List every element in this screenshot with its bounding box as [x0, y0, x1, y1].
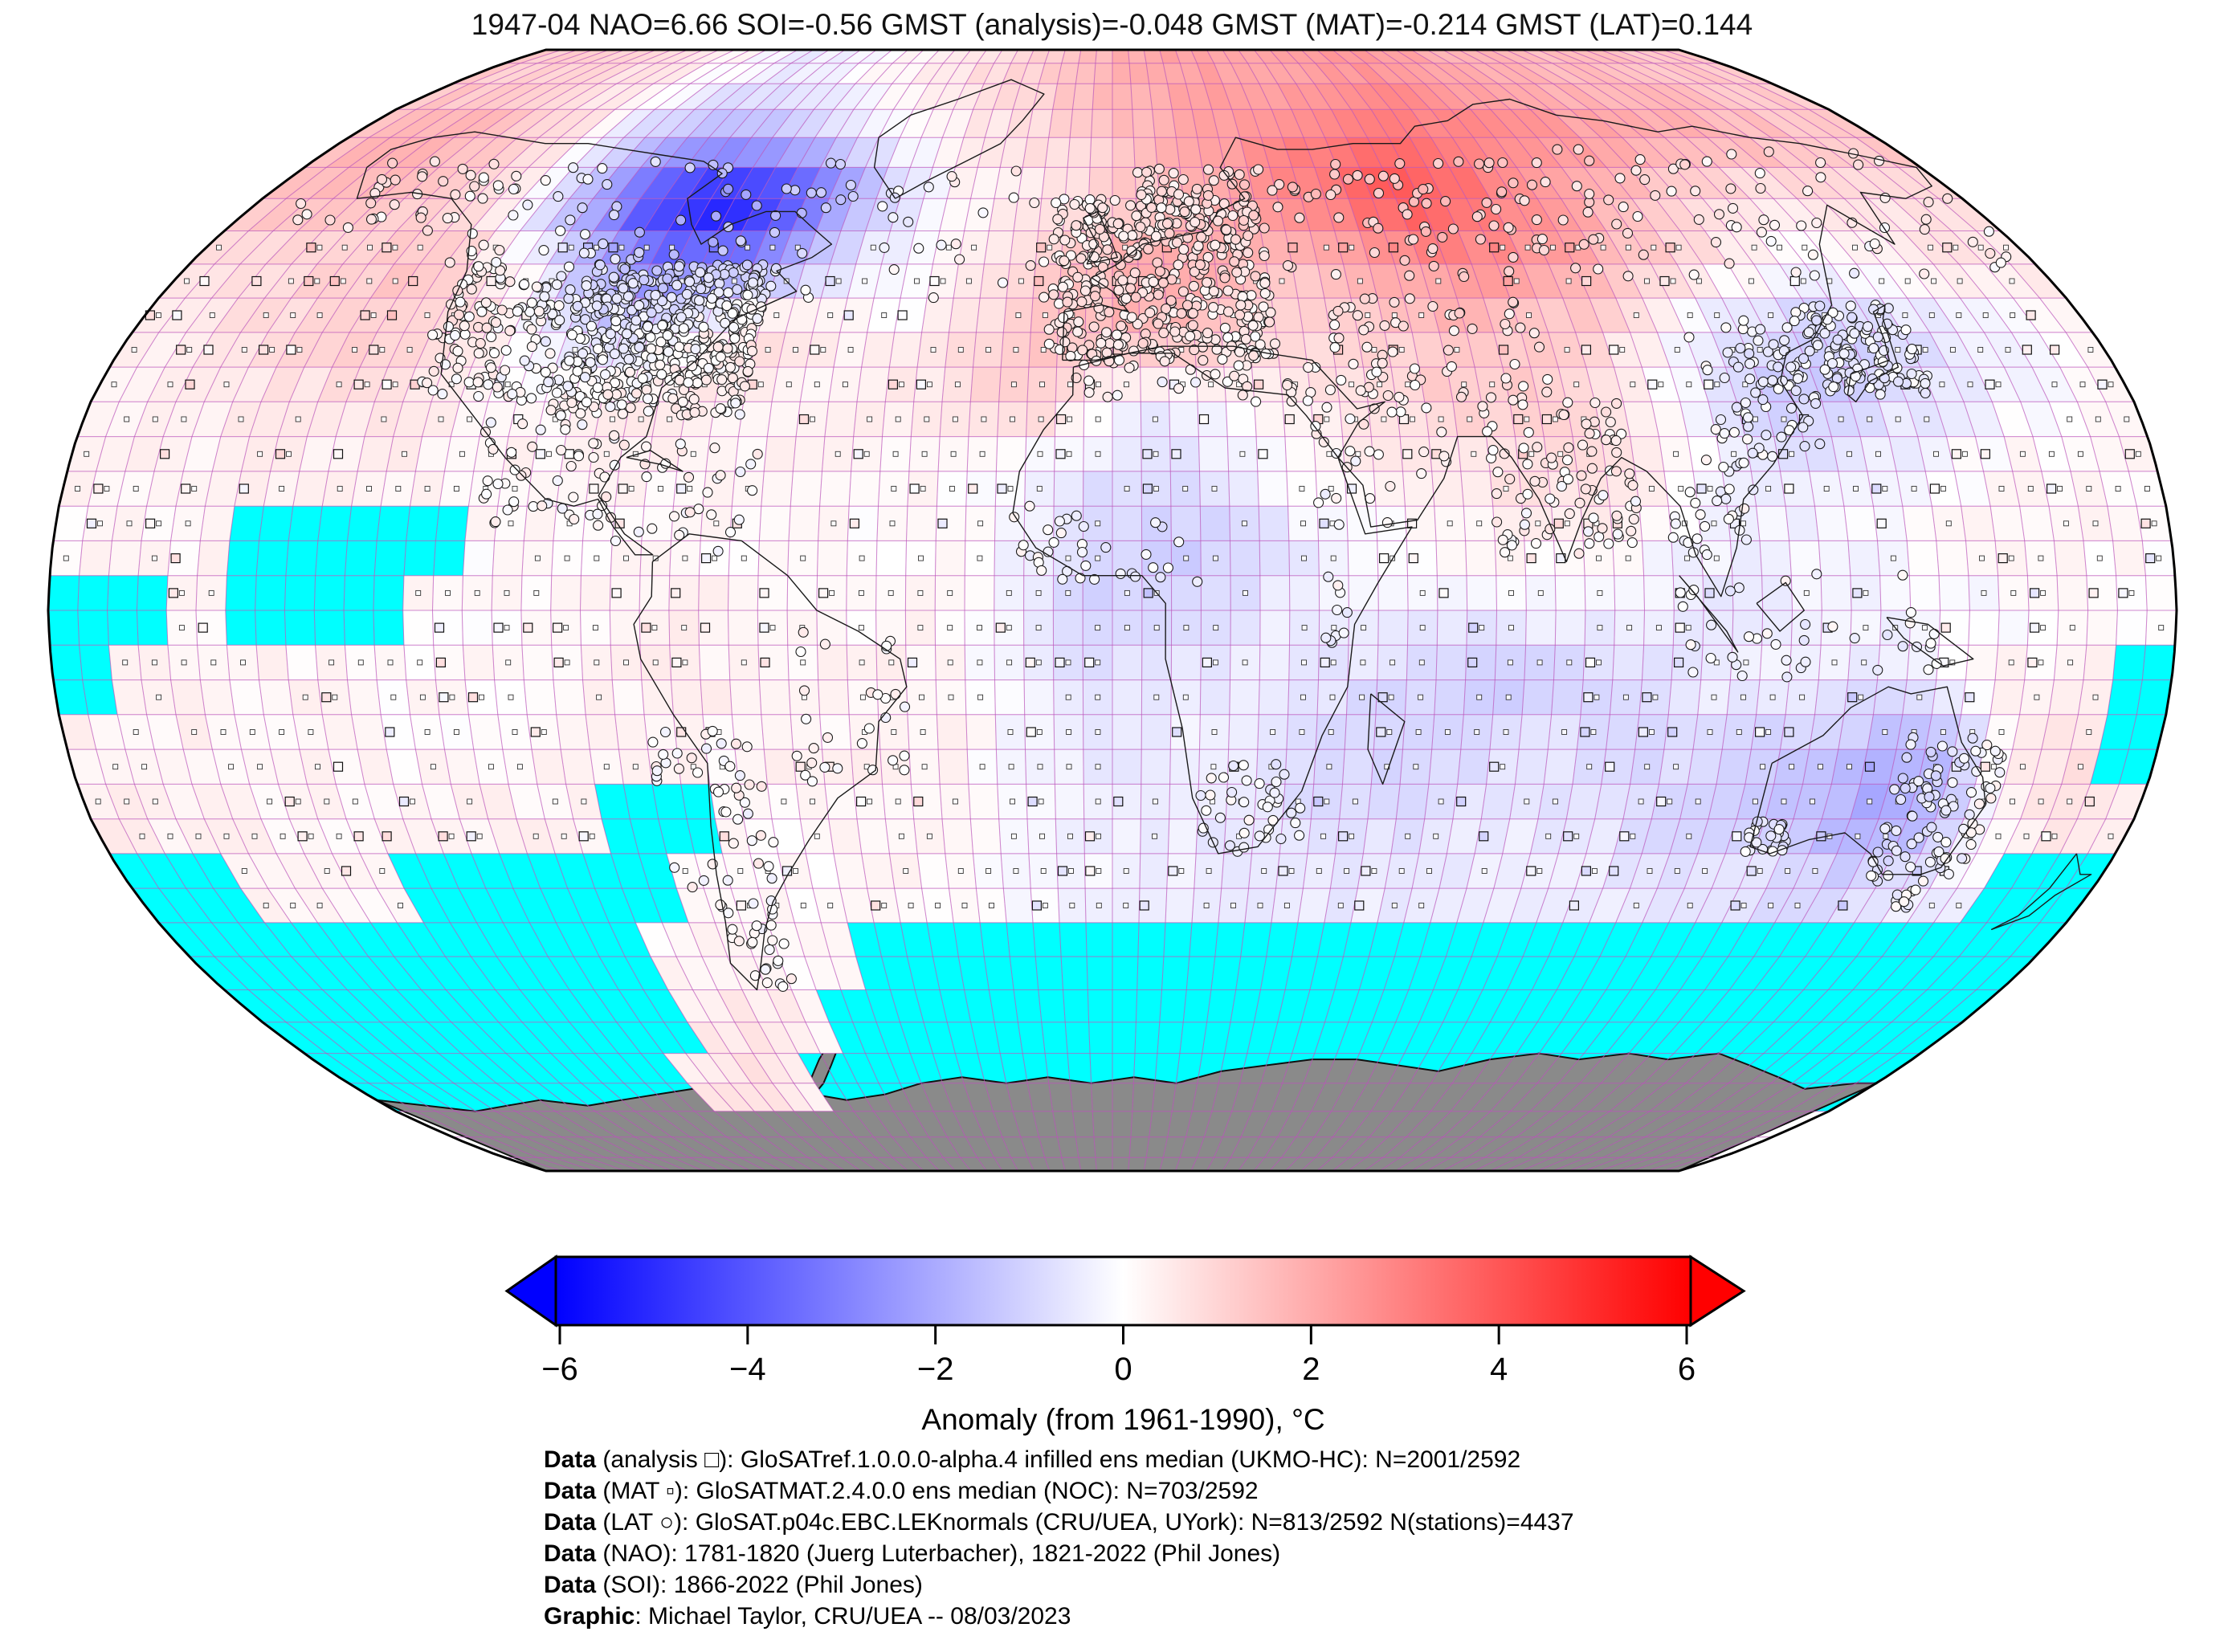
- colorbar-left-arrow: [504, 1254, 557, 1328]
- attribution-prefix: Graphic: [544, 1603, 635, 1630]
- colorbar-tick-label: −2: [917, 1352, 954, 1387]
- attribution-prefix: Data: [544, 1446, 597, 1473]
- colorbar-tick-label: 0: [1114, 1352, 1132, 1387]
- attribution-text: (LAT ○): GloSAT.p04c.EBC.LEKnormals (CRU…: [596, 1509, 1574, 1536]
- attribution-prefix: Data: [544, 1572, 597, 1598]
- attribution-prefix: Data: [544, 1478, 597, 1504]
- colorbar-right-arrow: [1689, 1254, 1746, 1328]
- colorbar-tick-label: −4: [729, 1352, 766, 1387]
- attribution-line: Data (NAO): 1781-1820 (Juerg Luterbacher…: [544, 1538, 1574, 1569]
- attribution-prefix: Data: [544, 1509, 597, 1536]
- attribution-text: (analysis □): GloSATref.1.0.0.0-alpha.4 …: [596, 1446, 1521, 1473]
- colorbar-axis-label: Anomaly (from 1961-1990), °C: [921, 1403, 1324, 1436]
- attribution-text: : Michael Taylor, CRU/UEA -- 08/03/2023: [635, 1603, 1071, 1630]
- attribution-text: (NAO): 1781-1820 (Juerg Luterbacher), 18…: [596, 1540, 1281, 1567]
- colorbar-tick-label: 2: [1302, 1352, 1320, 1387]
- colorbar-ticks: −6 −4 −2 0 2 4 6: [541, 1325, 1696, 1387]
- colorbar-gradient: [554, 1255, 1692, 1327]
- attribution-text: (MAT ▫): GloSATMAT.2.4.0.0 ens median (N…: [596, 1478, 1259, 1504]
- colorbar-tick-label: −6: [541, 1352, 578, 1387]
- attribution-line: Data (analysis □): GloSATref.1.0.0.0-alp…: [544, 1444, 1574, 1475]
- attribution-line: Data (MAT ▫): GloSATMAT.2.4.0.0 ens medi…: [544, 1475, 1574, 1507]
- attribution-text: (SOI): 1866-2022 (Phil Jones): [596, 1572, 923, 1598]
- attribution-line: Data (SOI): 1866-2022 (Phil Jones): [544, 1569, 1574, 1601]
- coastlines: [356, 79, 2092, 991]
- figure-title: 1947-04 NAO=6.66 SOI=-0.56 GMST (analysi…: [471, 8, 1753, 41]
- attribution-prefix: Data: [544, 1540, 597, 1567]
- attribution-block: Data (analysis □): GloSATref.1.0.0.0-alp…: [544, 1444, 1574, 1632]
- attribution-line: Graphic: Michael Taylor, CRU/UEA -- 08/0…: [544, 1601, 1574, 1632]
- attribution-line: Data (LAT ○): GloSAT.p04c.EBC.LEKnormals…: [544, 1507, 1574, 1538]
- colorbar: −6 −4 −2 0 2 4 6 Anomaly (from 1961-1990), °C: [504, 1254, 1746, 1436]
- colorbar-tick-label: 6: [1678, 1352, 1696, 1387]
- colorbar-tick-label: 4: [1490, 1352, 1508, 1387]
- map-outline: [47, 48, 2178, 1173]
